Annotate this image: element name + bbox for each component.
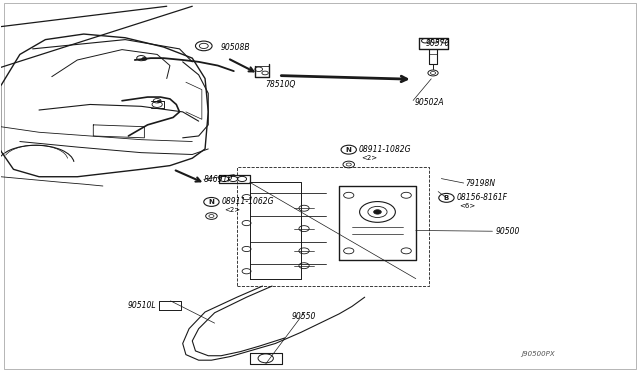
Text: 08156-8161F: 08156-8161F	[457, 193, 508, 202]
Text: 78510Q: 78510Q	[266, 80, 296, 89]
Text: 08911-1082G: 08911-1082G	[359, 145, 412, 154]
Text: <2>: <2>	[224, 207, 241, 213]
Text: 79198N: 79198N	[466, 179, 496, 187]
Text: 84691P: 84691P	[204, 175, 233, 184]
Text: J90500PX: J90500PX	[521, 350, 555, 356]
Text: B: B	[444, 195, 449, 201]
Text: 90570: 90570	[426, 39, 450, 48]
Text: 90550: 90550	[291, 312, 316, 321]
Text: 90508B: 90508B	[221, 42, 251, 51]
Text: 90510L: 90510L	[127, 301, 156, 310]
Circle shape	[341, 145, 356, 154]
Text: 90500: 90500	[495, 227, 520, 236]
Text: <2>: <2>	[362, 155, 378, 161]
Circle shape	[204, 198, 219, 206]
Text: N: N	[209, 199, 214, 205]
Text: 08911-1062G: 08911-1062G	[221, 198, 274, 206]
Text: <6>: <6>	[460, 203, 476, 209]
Text: 90502A: 90502A	[415, 98, 444, 107]
Circle shape	[157, 100, 161, 103]
Text: N: N	[346, 147, 351, 153]
Circle shape	[374, 210, 381, 214]
Circle shape	[142, 57, 147, 60]
Circle shape	[439, 193, 454, 202]
